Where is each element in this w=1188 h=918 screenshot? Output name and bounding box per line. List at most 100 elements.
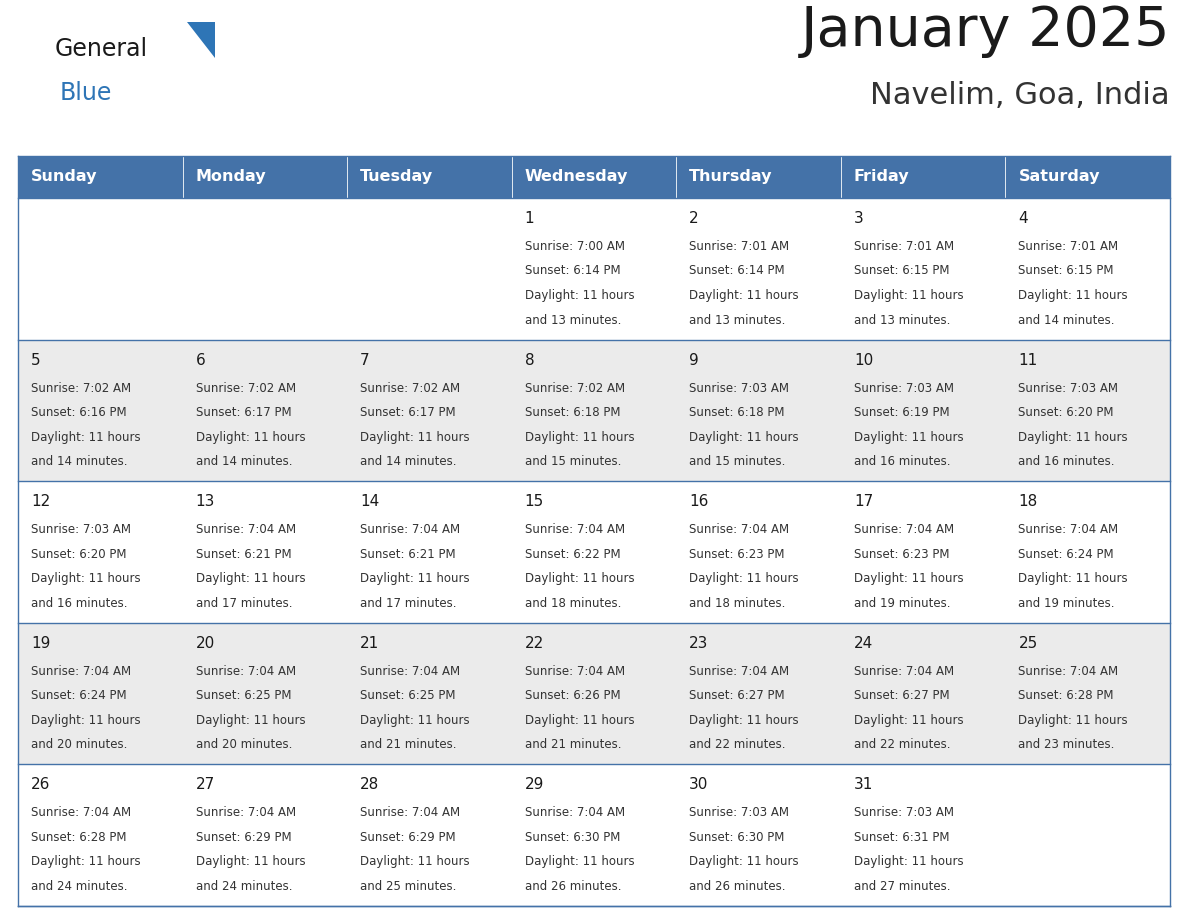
Text: Daylight: 11 hours: Daylight: 11 hours bbox=[196, 856, 305, 868]
Text: 9: 9 bbox=[689, 353, 699, 367]
Text: Sunset: 6:29 PM: Sunset: 6:29 PM bbox=[360, 831, 456, 844]
Text: Daylight: 11 hours: Daylight: 11 hours bbox=[196, 572, 305, 585]
Text: 19: 19 bbox=[31, 636, 50, 651]
Bar bbox=[18, 481, 183, 622]
Text: Navelim, Goa, India: Navelim, Goa, India bbox=[871, 81, 1170, 110]
Text: Sunrise: 7:04 AM: Sunrise: 7:04 AM bbox=[360, 665, 460, 677]
Text: Sunrise: 7:01 AM: Sunrise: 7:01 AM bbox=[854, 240, 954, 253]
Bar bbox=[676, 156, 841, 198]
Bar bbox=[512, 340, 676, 481]
Text: Daylight: 11 hours: Daylight: 11 hours bbox=[854, 572, 963, 585]
Text: Sunrise: 7:02 AM: Sunrise: 7:02 AM bbox=[196, 382, 296, 395]
Text: and 19 minutes.: and 19 minutes. bbox=[1018, 597, 1114, 610]
Text: Daylight: 11 hours: Daylight: 11 hours bbox=[360, 856, 469, 868]
Text: 14: 14 bbox=[360, 494, 379, 509]
Polygon shape bbox=[187, 22, 215, 58]
Text: 2: 2 bbox=[689, 211, 699, 226]
Text: Daylight: 11 hours: Daylight: 11 hours bbox=[854, 714, 963, 727]
Text: Sunrise: 7:04 AM: Sunrise: 7:04 AM bbox=[196, 806, 296, 820]
Bar bbox=[183, 340, 347, 481]
Bar bbox=[512, 198, 676, 340]
Text: Sunday: Sunday bbox=[31, 170, 97, 185]
Text: Sunset: 6:20 PM: Sunset: 6:20 PM bbox=[1018, 406, 1114, 420]
Text: Daylight: 11 hours: Daylight: 11 hours bbox=[689, 856, 798, 868]
Bar bbox=[18, 765, 183, 906]
Text: Sunset: 6:21 PM: Sunset: 6:21 PM bbox=[196, 548, 291, 561]
Text: Daylight: 11 hours: Daylight: 11 hours bbox=[854, 431, 963, 443]
Text: General: General bbox=[55, 37, 148, 61]
Bar bbox=[512, 765, 676, 906]
Text: Daylight: 11 hours: Daylight: 11 hours bbox=[1018, 431, 1129, 443]
Bar bbox=[18, 198, 183, 340]
Text: Sunset: 6:21 PM: Sunset: 6:21 PM bbox=[360, 548, 456, 561]
Bar bbox=[512, 481, 676, 622]
Text: and 21 minutes.: and 21 minutes. bbox=[360, 738, 456, 751]
Text: Sunrise: 7:02 AM: Sunrise: 7:02 AM bbox=[31, 382, 131, 395]
Text: 16: 16 bbox=[689, 494, 709, 509]
Text: and 16 minutes.: and 16 minutes. bbox=[854, 455, 950, 468]
Bar bbox=[1005, 622, 1170, 765]
Text: Thursday: Thursday bbox=[689, 170, 772, 185]
Text: and 21 minutes.: and 21 minutes. bbox=[525, 738, 621, 751]
Text: 4: 4 bbox=[1018, 211, 1028, 226]
Bar bbox=[183, 156, 347, 198]
Bar bbox=[676, 198, 841, 340]
Text: 28: 28 bbox=[360, 778, 379, 792]
Text: Daylight: 11 hours: Daylight: 11 hours bbox=[360, 431, 469, 443]
Text: Sunset: 6:30 PM: Sunset: 6:30 PM bbox=[689, 831, 784, 844]
Bar bbox=[841, 198, 1005, 340]
Text: Tuesday: Tuesday bbox=[360, 170, 434, 185]
Text: 26: 26 bbox=[31, 778, 50, 792]
Text: and 26 minutes.: and 26 minutes. bbox=[525, 879, 621, 893]
Bar bbox=[676, 340, 841, 481]
Text: and 22 minutes.: and 22 minutes. bbox=[854, 738, 950, 751]
Text: and 27 minutes.: and 27 minutes. bbox=[854, 879, 950, 893]
Bar bbox=[183, 481, 347, 622]
Text: and 13 minutes.: and 13 minutes. bbox=[689, 314, 785, 327]
Text: Daylight: 11 hours: Daylight: 11 hours bbox=[689, 714, 798, 727]
Text: Daylight: 11 hours: Daylight: 11 hours bbox=[525, 714, 634, 727]
Bar bbox=[1005, 481, 1170, 622]
Text: Sunrise: 7:02 AM: Sunrise: 7:02 AM bbox=[525, 382, 625, 395]
Bar bbox=[676, 765, 841, 906]
Text: Sunrise: 7:01 AM: Sunrise: 7:01 AM bbox=[689, 240, 789, 253]
Text: 22: 22 bbox=[525, 636, 544, 651]
Text: Daylight: 11 hours: Daylight: 11 hours bbox=[689, 289, 798, 302]
Text: and 13 minutes.: and 13 minutes. bbox=[525, 314, 621, 327]
Text: Daylight: 11 hours: Daylight: 11 hours bbox=[196, 431, 305, 443]
Text: Sunset: 6:29 PM: Sunset: 6:29 PM bbox=[196, 831, 291, 844]
Text: and 16 minutes.: and 16 minutes. bbox=[1018, 455, 1114, 468]
Text: and 20 minutes.: and 20 minutes. bbox=[196, 738, 292, 751]
Bar bbox=[512, 622, 676, 765]
Text: Sunset: 6:20 PM: Sunset: 6:20 PM bbox=[31, 548, 126, 561]
Text: Daylight: 11 hours: Daylight: 11 hours bbox=[31, 856, 140, 868]
Text: Sunset: 6:17 PM: Sunset: 6:17 PM bbox=[360, 406, 456, 420]
Text: 11: 11 bbox=[1018, 353, 1037, 367]
Text: and 15 minutes.: and 15 minutes. bbox=[689, 455, 785, 468]
Bar bbox=[512, 156, 676, 198]
Text: Sunrise: 7:03 AM: Sunrise: 7:03 AM bbox=[854, 382, 954, 395]
Text: 24: 24 bbox=[854, 636, 873, 651]
Text: Wednesday: Wednesday bbox=[525, 170, 628, 185]
Text: and 24 minutes.: and 24 minutes. bbox=[196, 879, 292, 893]
Text: Sunrise: 7:03 AM: Sunrise: 7:03 AM bbox=[854, 806, 954, 820]
Text: 17: 17 bbox=[854, 494, 873, 509]
Bar bbox=[347, 198, 512, 340]
Text: Sunset: 6:24 PM: Sunset: 6:24 PM bbox=[31, 689, 127, 702]
Text: Daylight: 11 hours: Daylight: 11 hours bbox=[525, 572, 634, 585]
Text: Sunrise: 7:02 AM: Sunrise: 7:02 AM bbox=[360, 382, 460, 395]
Text: 1: 1 bbox=[525, 211, 535, 226]
Text: 30: 30 bbox=[689, 778, 709, 792]
Text: Sunrise: 7:04 AM: Sunrise: 7:04 AM bbox=[31, 806, 131, 820]
Text: and 14 minutes.: and 14 minutes. bbox=[31, 455, 127, 468]
Text: Sunset: 6:30 PM: Sunset: 6:30 PM bbox=[525, 831, 620, 844]
Text: and 14 minutes.: and 14 minutes. bbox=[360, 455, 456, 468]
Text: Daylight: 11 hours: Daylight: 11 hours bbox=[360, 714, 469, 727]
Text: January 2025: January 2025 bbox=[801, 4, 1170, 58]
Text: Sunset: 6:22 PM: Sunset: 6:22 PM bbox=[525, 548, 620, 561]
Text: Sunset: 6:23 PM: Sunset: 6:23 PM bbox=[854, 548, 949, 561]
Text: Sunrise: 7:04 AM: Sunrise: 7:04 AM bbox=[360, 806, 460, 820]
Bar bbox=[18, 340, 183, 481]
Text: Sunset: 6:25 PM: Sunset: 6:25 PM bbox=[360, 689, 456, 702]
Text: Sunset: 6:27 PM: Sunset: 6:27 PM bbox=[689, 689, 785, 702]
